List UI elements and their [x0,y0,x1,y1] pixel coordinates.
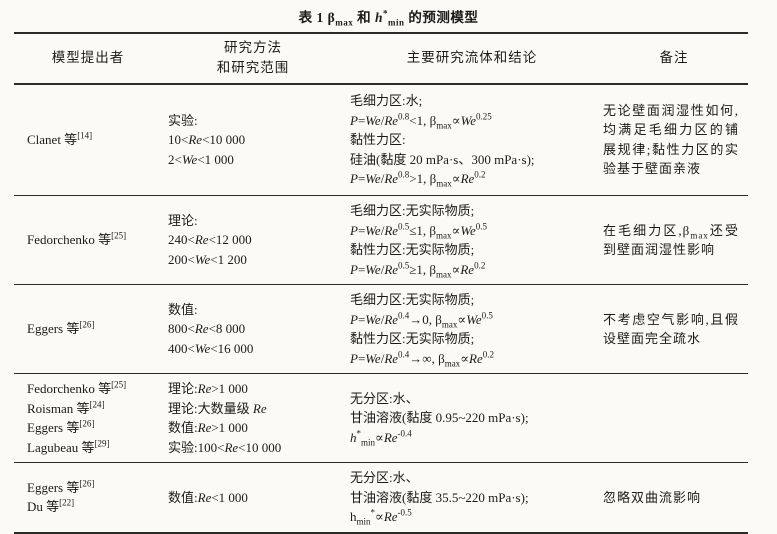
remarks-cell: 无论壁面润湿性如何,均满足毛细力区的铺展规律;黏性力区的实验基于壁面亲液 [600,83,748,196]
method-cell: 理论:Re>1 000 理论:大数量级 Re 数值:Re>1 000 实验:100<R… [162,373,344,463]
text-line: Fedorchenko 等[25] [27,379,127,396]
text-line: 数值: [168,301,198,317]
header-row: 模型提出者 研究方法和研究范围 主要研究流体和结论 备注 [14,32,748,85]
fluids-cell: 无分区:水、甘油溶液(黏度 0.95~220 mPa·s); h*min∝Re-0… [344,373,600,463]
fluids-cell: 毛细力区:无实际物质; P=We/Re0.4→0, βmax∝We0.5 黏性力区:… [344,284,600,374]
proposer-cell: Fedorchenko 等[25] Roisman 等[24] Eggers 等[2… [14,373,162,463]
proposer-cell: Eggers 等[26] Du 等[22] [14,462,162,534]
text-line: 240<Re<12 000 [168,232,252,248]
header-cell-remarks: 备注 [600,32,748,85]
table-row-group-hmin: Fedorchenko 等[25] Roisman 等[24] Eggers 等[2… [14,373,748,463]
remarks-cell [600,373,748,463]
text-line: 和研究范围 [216,60,290,76]
text-line: 甘油溶液(黏度 35.5~220 mPa·s); [350,489,529,505]
text-line: 数值:Re<1 000 [168,489,248,505]
table-title: 表 1 βmax 和 h*min 的预测模型 [298,8,479,28]
text-line: Clanet 等[14] [27,130,93,147]
text-line: 毛细力区:水; [350,93,423,108]
text-line: 黏性力区:无实际物质; [350,331,475,346]
header-cell-method: 研究方法 和研究范围 [162,32,344,85]
header-cell-proposer: 模型提出者 [14,32,162,85]
text-line: Roisman 等[24] [27,399,105,416]
text-line: 理论: [168,212,198,228]
text-line: 毛细力区:无实际物质; [350,292,475,307]
text-line: 无分区:水、 [350,390,419,406]
text-line: 硅油(黏度 20 mPa·s、300 mPa·s); [350,151,535,167]
text-line: 理论:大数量级 Re [168,400,267,416]
remarks-cell: 忽略双曲流影响 [600,462,748,534]
text-line: 理论:Re>1 000 [168,381,248,396]
text-line: hmin*∝Re-0.5 [350,507,412,527]
text-line: 黏性力区: [350,132,406,147]
method-cell: 数值:Re<1 000 [162,462,344,534]
text-line: 黏性力区:无实际物质; [350,242,475,257]
table-row-eggers: Eggers 等[26] 数值: 800<Re<8 000 400<We<16 00… [14,284,748,374]
proposer-cell: Eggers 等[26] [14,284,162,374]
text-line: 数值:Re>1 000 [168,420,248,435]
text-line: 实验:100<Re<10 000 [168,439,282,455]
text-line: P=We/Re0.4→∞, βmax∝Re0.2 [350,349,494,369]
text-line: 毛细力区:无实际物质; [350,203,475,218]
text-line: 甘油溶液(黏度 0.95~220 mPa·s); [350,410,529,426]
proposer-cell: Fedorchenko 等[25] [14,195,162,285]
text-line: Eggers 等[26] [27,478,95,495]
table-row-clanet: Clanet 等[14] 实验: 10<Re<10 000 2<We<1 000 毛… [14,83,748,196]
text-line: P=We/Re0.8>1, βmax∝Re0.2 [350,169,486,189]
text-line: P=We/Re0.5≤1, βmax∝We0.5 [350,221,488,241]
text-line: 研究方法 [224,40,282,55]
text-line: P=We/Re0.8<1, βmax∝We0.25 [350,111,492,131]
text-line: Eggers 等[26] [27,319,95,337]
text-line: Lagubeau 等[29] [27,438,110,455]
remarks-cell: 不考虑空气影响,且假设壁面完全疏水 [600,284,748,374]
method-cell: 数值: 800<Re<8 000 400<We<16 000 [162,284,344,374]
fluids-cell: 毛细力区:无实际物质; P=We/Re0.5≤1, βmax∝We0.5 黏性力区:… [344,195,600,285]
fluids-cell: 毛细力区:水; P=We/Re0.8<1, βmax∝We0.25 黏性力区: 硅油(… [344,83,600,196]
method-cell: 理论: 240<Re<12 000 200<We<1 200 [162,195,344,285]
table-row-eggers-du: Eggers 等[26] Du 等[22] 数值:Re<1 000 无分区:水、甘… [14,462,748,534]
text-line: 10<Re<10 000 [168,132,246,147]
remarks-cell: 在毛细力区,βmax还受到壁面润湿性影响 [600,195,748,285]
text-line: 2<We<1 000 [168,151,234,167]
text-line: 800<Re<8 000 [168,321,246,337]
text-line: P=We/Re0.4→0, βmax∝We0.5 [350,310,493,330]
fluids-cell: 无分区:水、甘油溶液(黏度 35.5~220 mPa·s); hmin*∝Re-0… [344,462,600,534]
text-line: 200<We<1 200 [168,251,247,267]
proposer-cell: Clanet 等[14] [14,83,162,196]
text-line: P=We/Re0.5≥1, βmax∝Re0.2 [350,260,486,280]
text-line: 400<We<16 000 [168,340,254,356]
header-cell-fluids: 主要研究流体和结论 [344,32,600,85]
text-line: 无分区:水、 [350,470,419,485]
text-line: Eggers 等[26] [27,418,95,435]
text-line: h*min∝Re-0.4 [350,428,412,448]
text-line: Fedorchenko 等[25] [27,230,127,248]
table-row-fedorchenko: Fedorchenko 等[25] 理论: 240<Re<12 000 200<We… [14,195,748,285]
prediction-models-table: 模型提出者 研究方法和研究范围 主要研究流体和结论 备注 Clanet 等[14… [14,32,748,534]
text-line: 实验: [168,112,198,128]
text-line: Du 等[22] [27,497,75,515]
method-cell: 实验: 10<Re<10 000 2<We<1 000 [162,83,344,196]
